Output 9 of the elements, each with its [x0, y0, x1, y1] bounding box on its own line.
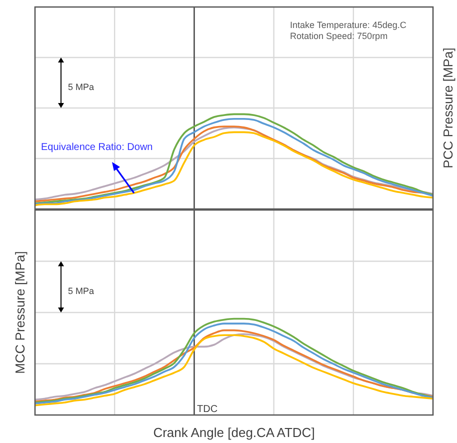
text: Rotation Speed: 750rpm: [290, 31, 388, 41]
annotation: Equivalence Ratio: Down: [41, 142, 153, 153]
x-axis-title: Crank Angle [deg.CA ATDC]: [153, 425, 315, 440]
y-axis-title: MCC Pressure [MPa]: [12, 251, 28, 374]
y-axis-title: PCC Pressure [MPa]: [440, 48, 456, 168]
text: Intake Temperature: 45deg.C: [290, 20, 407, 30]
text: 5 MPa: [68, 286, 94, 296]
text: 5 MPa: [68, 82, 94, 92]
annotation: TDC: [197, 404, 218, 415]
